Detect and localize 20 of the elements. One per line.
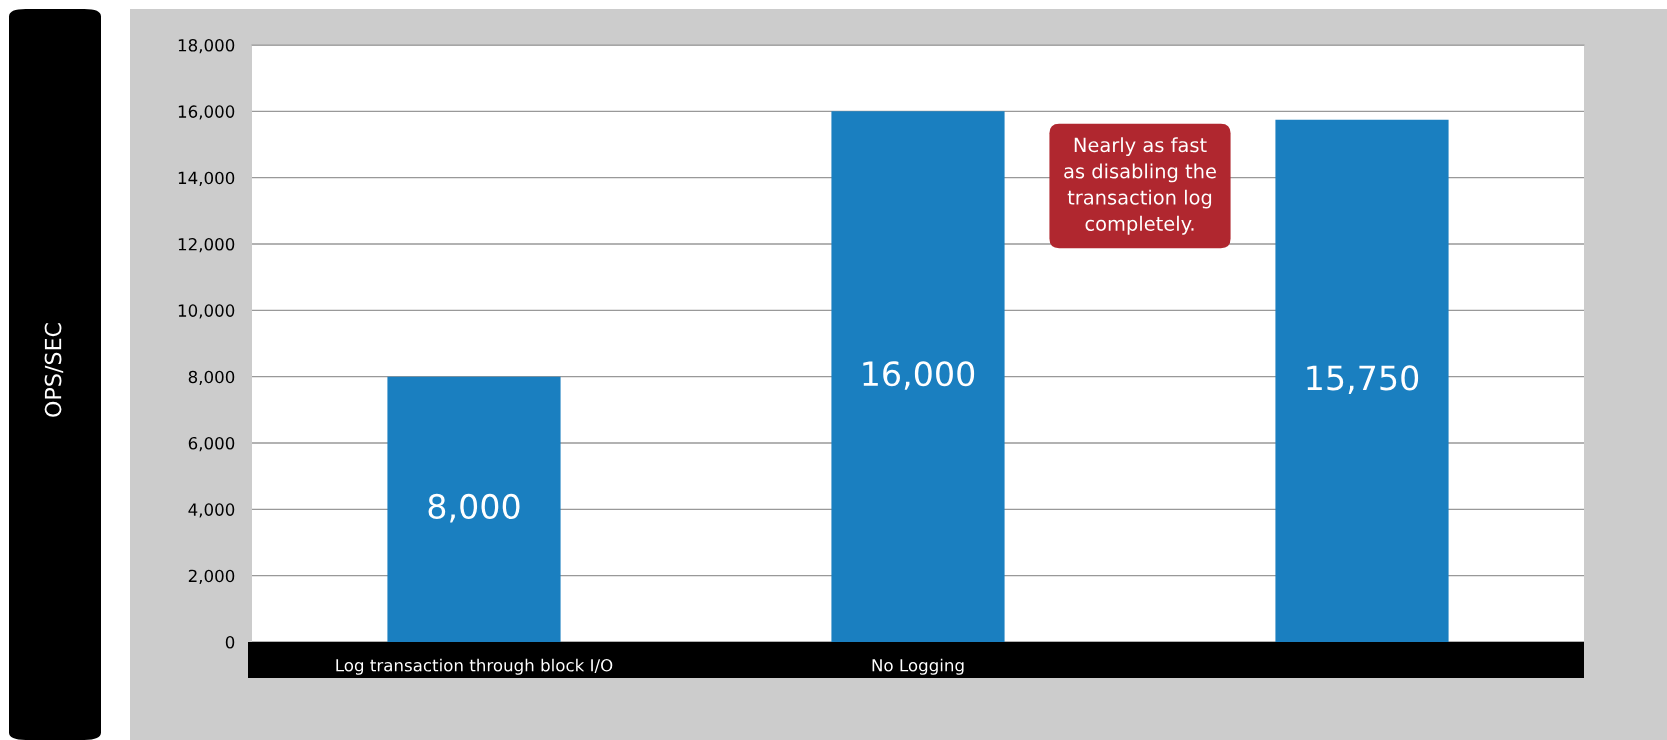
y-tick-label: 14,000 [178,171,235,186]
y-tick-label: 0 [225,635,235,649]
y-tick-label: 10,000 [178,304,235,319]
y-tick-label: 8,000 [188,370,235,385]
y-tick-label: 2,000 [188,569,235,584]
bar [387,376,561,642]
data-label: 15,750 [1307,365,1419,394]
y-tick-label: 12,000 [178,237,235,253]
bar [831,111,1005,642]
data-label: 16,000 [863,361,975,390]
x-tick-label: No Logging [872,658,964,675]
annotation: Nearly as fast as disabling the transaction log completely. [1064,137,1216,235]
y-tick-label: 4,000 [188,503,235,518]
text: OPS/SEC [44,323,64,417]
x-tick-label: Log transaction through block I/O [336,658,613,675]
bar [1275,119,1449,642]
y-tick-label: 18,000 [178,38,235,54]
data-label: 8,000 [428,493,520,523]
y-tick-label: 16,000 [178,105,235,120]
y-tick-label: 6,000 [188,436,235,452]
